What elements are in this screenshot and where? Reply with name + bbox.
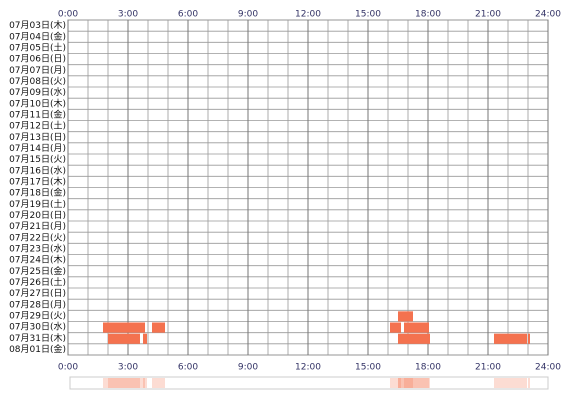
summary-span bbox=[398, 378, 413, 388]
summary-span bbox=[108, 378, 140, 388]
x-tick-label-bottom: 6:00 bbox=[178, 363, 198, 373]
row-label: 07月14日(月) bbox=[9, 143, 66, 154]
row-label: 07月06日(日) bbox=[9, 54, 66, 65]
summary-span bbox=[143, 378, 147, 388]
x-tick-label-bottom: 9:00 bbox=[238, 363, 258, 373]
row-label: 07月15日(火) bbox=[9, 154, 66, 165]
x-tick-label-bottom: 21:00 bbox=[475, 363, 501, 373]
row-label: 07月13日(日) bbox=[9, 132, 66, 143]
row-label: 07月07日(月) bbox=[9, 65, 66, 76]
row-label: 08月01日(金) bbox=[9, 343, 66, 355]
x-tick-label-bottom: 24:00 bbox=[535, 363, 561, 373]
activity-span bbox=[103, 322, 145, 333]
row-label: 07月08日(火) bbox=[9, 76, 66, 87]
row-label: 07月19日(土) bbox=[9, 198, 66, 210]
row-label: 07月17日(木) bbox=[9, 175, 66, 187]
summary-span bbox=[103, 378, 145, 388]
row-label: 07月04日(金) bbox=[9, 30, 66, 42]
summary-span bbox=[494, 378, 527, 388]
summary-span bbox=[528, 378, 530, 388]
row-label: 07月18日(金) bbox=[9, 187, 66, 199]
x-tick-label-top: 24:00 bbox=[535, 10, 561, 20]
row-label: 07月28日(月) bbox=[9, 299, 66, 310]
row-label: 07月16日(水) bbox=[9, 164, 66, 176]
row-label: 07月25日(金) bbox=[9, 265, 66, 277]
row-label: 07月29日(火) bbox=[9, 310, 66, 321]
row-label: 07月21日(月) bbox=[9, 221, 66, 232]
x-tick-label-top: 15:00 bbox=[355, 10, 381, 20]
summary-span bbox=[152, 378, 165, 388]
x-tick-label-top: 9:00 bbox=[238, 10, 258, 20]
x-tick-label-top: 21:00 bbox=[475, 10, 501, 20]
activity-span bbox=[143, 333, 147, 344]
row-label: 07月30日(水) bbox=[9, 321, 66, 333]
x-tick-label-bottom: 18:00 bbox=[415, 363, 441, 373]
row-label: 07月10日(木) bbox=[9, 97, 66, 109]
x-tick-label-top: 6:00 bbox=[178, 10, 198, 20]
x-tick-label-top: 0:00 bbox=[58, 10, 78, 20]
activity-span bbox=[494, 333, 527, 344]
row-label: 07月20日(日) bbox=[9, 210, 66, 221]
x-tick-label-top: 12:00 bbox=[295, 10, 321, 20]
row-label: 07月09日(水) bbox=[9, 86, 66, 98]
row-label: 07月24日(木) bbox=[9, 254, 66, 266]
x-tick-label-bottom: 12:00 bbox=[295, 363, 321, 373]
activity-span bbox=[398, 311, 413, 322]
row-label: 07月23日(水) bbox=[9, 242, 66, 254]
activity-span bbox=[390, 322, 401, 333]
x-tick-label-bottom: 15:00 bbox=[355, 363, 381, 373]
x-tick-label-bottom: 0:00 bbox=[58, 363, 78, 373]
x-tick-label-bottom: 3:00 bbox=[118, 363, 138, 373]
activity-span bbox=[404, 322, 429, 333]
row-label: 07月27日(日) bbox=[9, 288, 66, 299]
x-tick-label-top: 18:00 bbox=[415, 10, 441, 20]
summary-span bbox=[404, 378, 429, 388]
row-label: 07月31日(木) bbox=[9, 332, 66, 344]
x-tick-label-top: 3:00 bbox=[118, 10, 138, 20]
row-label: 07月11日(金) bbox=[9, 108, 66, 120]
row-label: 07月05日(土) bbox=[9, 41, 66, 53]
row-label: 07月22日(火) bbox=[9, 232, 66, 243]
summary-span bbox=[390, 378, 401, 388]
activity-span bbox=[528, 333, 530, 344]
summary-bar bbox=[69, 376, 549, 390]
row-label: 07月26日(土) bbox=[9, 276, 66, 288]
row-label: 07月12日(土) bbox=[9, 120, 66, 132]
summary-span bbox=[398, 378, 430, 388]
row-label: 07月03日(木) bbox=[9, 19, 66, 31]
activity-span bbox=[398, 333, 430, 344]
activity-span bbox=[108, 333, 140, 344]
activity-span bbox=[152, 322, 165, 333]
